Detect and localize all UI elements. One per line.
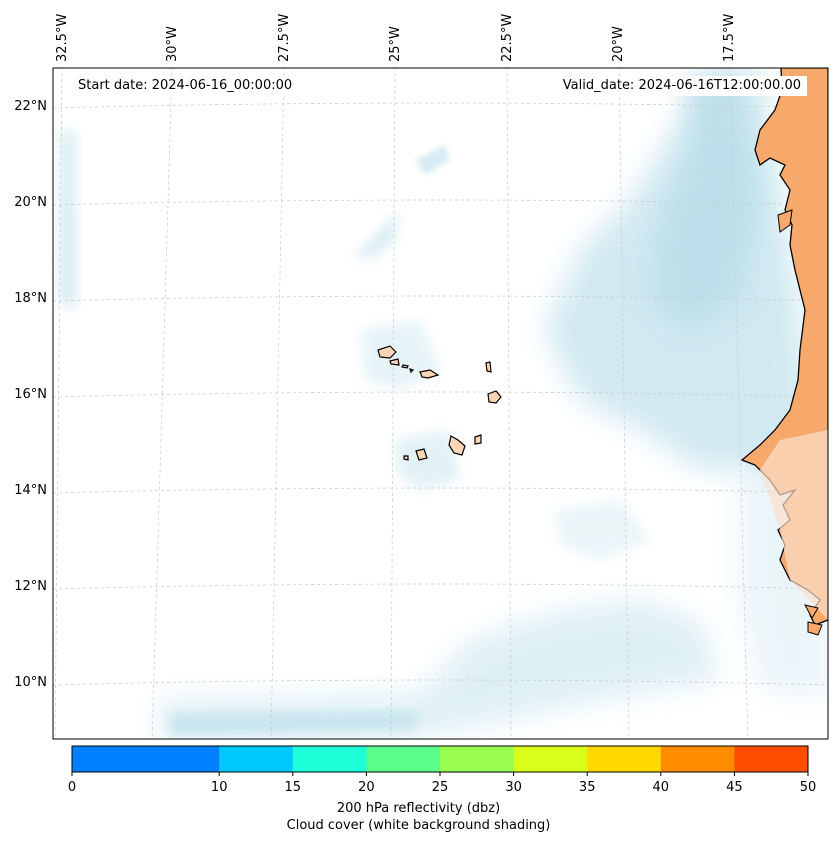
map-frame — [52, 67, 829, 740]
colorbar-tick-label: 25 — [432, 780, 449, 795]
lat-label: 20°N — [14, 195, 47, 210]
colorbar-tick-label: 15 — [285, 780, 302, 795]
lon-label: 27.5°W — [277, 14, 292, 62]
graticule — [53, 68, 828, 739]
lat-label: 14°N — [14, 483, 47, 498]
lat-label: 18°N — [14, 291, 47, 306]
colorbar-tick-label: 20 — [358, 780, 375, 795]
colorbar-bin — [587, 746, 662, 772]
colorbar-tick-label: 40 — [653, 780, 670, 795]
colorbar-bin — [72, 746, 147, 772]
longitude-labels: 32.5°W 30°W 27.5°W 25°W 22.5°W 20°W 17.5°W — [55, 14, 737, 62]
lat-label: 16°N — [14, 387, 47, 402]
colorbar-tick-label: 50 — [800, 780, 817, 795]
lon-label: 32.5°W — [55, 14, 70, 62]
colorbar-bin — [292, 746, 367, 772]
colorbar-title: 200 hPa reflectivity (dbz) — [336, 801, 501, 816]
lon-label: 25°W — [388, 26, 403, 62]
colorbar-tick-label: 0 — [68, 780, 76, 795]
coastal-island — [777, 209, 793, 233]
lat-label: 10°N — [14, 675, 47, 690]
latitude-labels: 22°N 20°N 18°N 16°N 14°N 12°N 10°N — [14, 99, 47, 690]
lat-label: 12°N — [14, 579, 47, 594]
cape-verde-islands — [377, 345, 502, 461]
start-date-label: Start date: 2024-06-16_00:00:00 — [72, 76, 299, 96]
colorbar-bin — [734, 746, 809, 772]
valid-date-label: Valid_date: 2024-06-16T12:00:00.00 — [556, 76, 807, 96]
lon-label: 22.5°W — [500, 14, 515, 62]
bijagos-islands — [804, 604, 823, 636]
colorbar-bin — [366, 746, 441, 772]
lon-label: 30°W — [165, 26, 180, 62]
colorbar-bin — [513, 746, 588, 772]
colorbar-tick-label: 45 — [726, 780, 743, 795]
lat-label: 22°N — [14, 99, 47, 114]
colorbar-subtitle: Cloud cover (white background shading) — [286, 818, 551, 833]
lon-label: 17.5°W — [722, 14, 737, 62]
lon-label: 20°W — [611, 26, 626, 62]
colorbar-bin — [219, 746, 294, 772]
colorbar-bin — [145, 746, 220, 772]
colorbar-bin — [660, 746, 735, 772]
colorbar-bin — [440, 746, 515, 772]
southern-land-shading — [760, 430, 828, 620]
colorbar: 0 10 15 20 25 30 35 40 45 50 — [68, 745, 817, 795]
colorbar-tick-label: 35 — [579, 780, 596, 795]
colorbar-tick-label: 30 — [505, 780, 522, 795]
colorbar-tick-label: 10 — [211, 780, 228, 795]
